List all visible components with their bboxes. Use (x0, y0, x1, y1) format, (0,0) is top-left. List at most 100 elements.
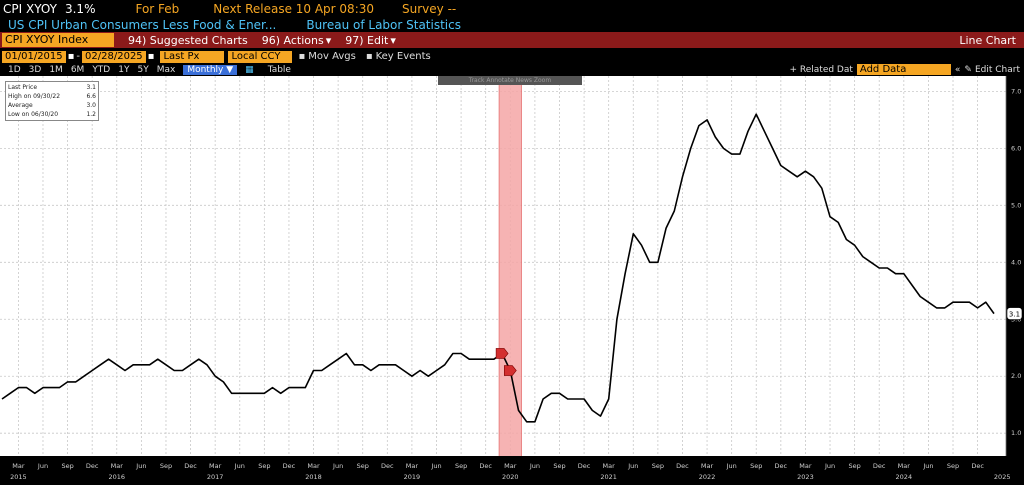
x-tick-label: Dec (283, 462, 296, 470)
x-tick-label: Jun (234, 462, 245, 470)
x-year-label: 2024 (896, 473, 913, 481)
index-field[interactable]: CPI XYOY Index (2, 33, 114, 47)
x-tick-label: Mar (701, 462, 714, 470)
checkbox-icon[interactable]: ▪ (298, 51, 306, 62)
collapse-icon[interactable]: « (954, 64, 961, 75)
field-select[interactable]: Last Px (160, 50, 225, 63)
x-tick-label: Jun (922, 462, 933, 470)
event-marker (503, 365, 517, 376)
x-tick-label: Mar (209, 462, 222, 470)
edit-pencil-icon: ✎ (964, 64, 972, 75)
frequency-select[interactable]: Monthly ▼ (183, 64, 238, 75)
checkbox-icon[interactable]: ▪ (365, 51, 373, 62)
x-tick-label: Jun (332, 462, 343, 470)
x-tick-label: Dec (86, 462, 99, 470)
currency-select[interactable]: Local CCY (228, 50, 293, 63)
line-chart: 1.0 2.0 3.0 4.0 5.0 6.0 7.0 3.1 Mar Jun Sep Dec Mar… (0, 76, 1023, 481)
x-tick-label: Mar (603, 462, 616, 470)
x-tick-label: Sep (160, 462, 172, 470)
calendar-icon[interactable]: ▪ (67, 51, 75, 62)
period-6m[interactable]: 6M (70, 64, 85, 75)
highlight-band (499, 76, 522, 456)
x-tick-label: Jun (824, 462, 835, 470)
last-value: 3.1% (64, 1, 96, 16)
x-tick-label: Mar (406, 462, 419, 470)
x-year-label: 2016 (109, 473, 126, 481)
x-tick-label: Jun (726, 462, 737, 470)
legend-value: 3.0 (86, 102, 96, 109)
period-ytd[interactable]: YTD (92, 64, 111, 75)
x-tick-label: Sep (258, 462, 270, 470)
x-tick-label: Jun (627, 462, 638, 470)
y-tick-label: 5.0 (1011, 201, 1021, 209)
end-date-input[interactable]: 02/28/2025 (82, 50, 146, 63)
x-tick-label: Dec (971, 462, 984, 470)
x-year-label: 2019 (404, 473, 421, 481)
y-tick-label: 2.0 (1011, 372, 1021, 380)
date-controls: 01/01/2015 ▪ - 02/28/2025 ▪ Last Px Loca… (0, 50, 1024, 63)
x-tick-label: Jun (529, 462, 540, 470)
edit-chart-button[interactable]: Edit Chart (974, 64, 1020, 75)
legend-value: 6.6 (86, 93, 96, 100)
x-tick-label: Dec (479, 462, 492, 470)
y-tick-label: 4.0 (1011, 258, 1021, 266)
x-tick-label: Sep (553, 462, 565, 470)
x-tick-label: Mar (307, 462, 320, 470)
x-year-label: 2022 (699, 473, 716, 481)
x-year-label: 2017 (207, 473, 224, 481)
x-tick-label: Dec (184, 462, 197, 470)
data-source: Bureau of Labor Statistics (306, 17, 461, 32)
legend-label: Last Price (8, 84, 38, 91)
x-tick-label: Mar (898, 462, 911, 470)
description-bar: US CPI Urban Consumers Less Food & Ener.… (0, 17, 1024, 32)
related-data-button[interactable]: + Related Dat (789, 64, 853, 75)
frequency-label: Monthly (187, 64, 224, 75)
mov-avgs-toggle[interactable]: Mov Avgs (308, 51, 356, 62)
period-1d[interactable]: 1D (8, 64, 21, 75)
x-tick-label: Jun (430, 462, 441, 470)
survey: Survey -- (402, 1, 457, 16)
legend-value: 1.2 (86, 111, 96, 118)
x-tick-label: Sep (947, 462, 959, 470)
x-tick-label: Dec (873, 462, 886, 470)
x-tick-label: Jun (135, 462, 146, 470)
last-value-badge (1006, 307, 1023, 320)
y-tick-label: 6.0 (1011, 144, 1021, 152)
legend-row-high: High on 09/30/22 6.6 (8, 92, 96, 101)
add-data-input[interactable]: Add Data (856, 64, 951, 75)
period-controls: 1D 3D 1M 6M YTD 1Y 5Y Max Monthly ▼ ▦ Ta… (0, 63, 1024, 76)
y-tick-label: 7.0 (1011, 87, 1021, 95)
x-tick-label: Sep (61, 462, 73, 470)
period-3d[interactable]: 3D (28, 64, 42, 75)
table-button[interactable]: Table (267, 64, 291, 75)
x-year-label: 2015 (10, 473, 27, 481)
suggested-charts-button[interactable]: 94) Suggested Charts (128, 33, 248, 47)
start-date-input[interactable]: 01/01/2015 (2, 50, 66, 63)
period-1m[interactable]: 1M (49, 64, 63, 75)
x-tick-label: Sep (652, 462, 664, 470)
legend-row-last: Last Price 3.1 (8, 83, 96, 92)
security-header: CPI XYOY 3.1% For Feb Next Release 10 Ap… (0, 0, 1024, 17)
period-max[interactable]: Max (156, 64, 176, 75)
chart-style-icon[interactable]: ▦ (245, 64, 254, 75)
x-tick-label: Mar (12, 462, 25, 470)
x-year-label: 2023 (797, 473, 814, 481)
release-period: For Feb (135, 1, 180, 16)
security-description: US CPI Urban Consumers Less Food & Ener.… (8, 17, 277, 32)
chart-toolbox[interactable]: Track Annotate News Zoom (438, 76, 582, 85)
x-year-label: 2018 (305, 473, 322, 481)
x-tick-label: Dec (381, 462, 394, 470)
actions-button[interactable]: 96) Actions (261, 33, 324, 47)
key-events-toggle[interactable]: Key Events (375, 51, 431, 62)
calendar-icon[interactable]: ▪ (147, 51, 155, 62)
next-release: Next Release 10 Apr 08:30 (213, 1, 375, 16)
chart-type-label[interactable]: Line Chart (959, 33, 1016, 47)
x-tick-label: Dec (578, 462, 591, 470)
edit-button[interactable]: 97) Edit (345, 33, 389, 47)
legend-row-average: Average 3.0 (8, 101, 96, 110)
x-tick-label: Mar (504, 462, 517, 470)
legend-row-low: Low on 06/30/20 1.2 (8, 110, 96, 119)
period-1y[interactable]: 1Y (118, 64, 130, 75)
period-5y[interactable]: 5Y (137, 64, 149, 75)
menu-bar: CPI XYOY Index 94) Suggested Charts 96) … (0, 32, 1024, 48)
